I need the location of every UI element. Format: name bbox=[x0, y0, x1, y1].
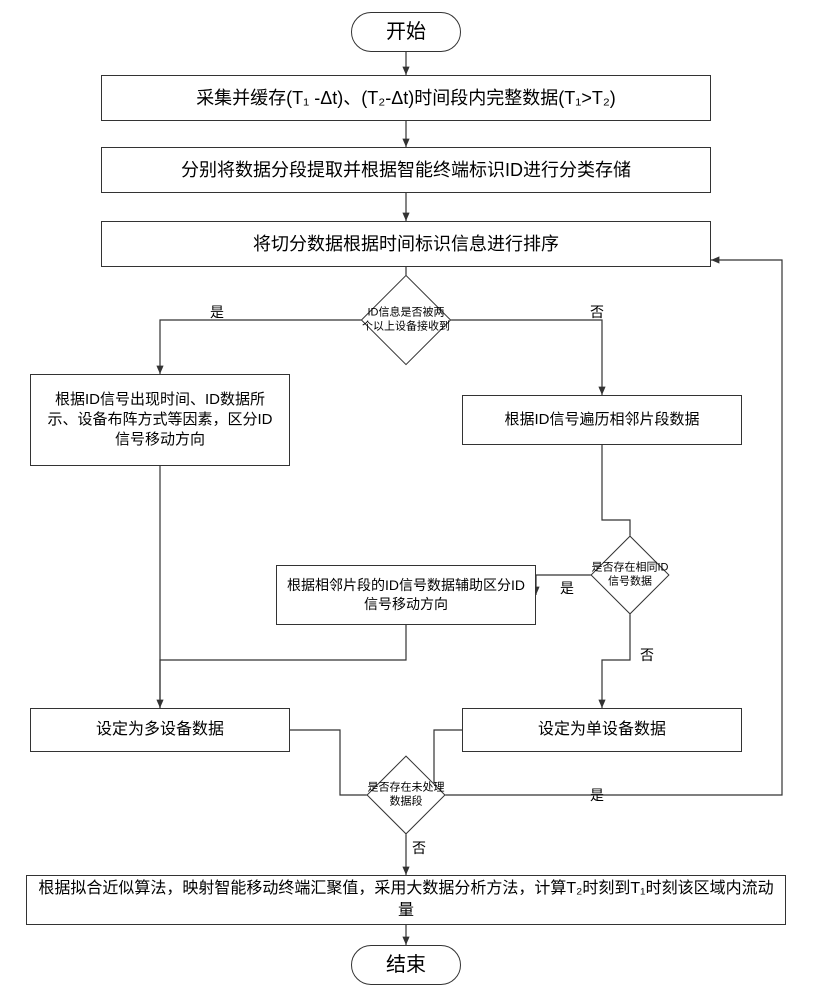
process-aux-direction: 根据相邻片段的ID信号数据辅助区分ID信号移动方向 bbox=[276, 565, 536, 625]
end-node: 结束 bbox=[351, 945, 461, 985]
d2-label: 是否存在相同ID信号数据 bbox=[592, 561, 669, 589]
p4-text: 根据ID信号出现时间、ID数据所示、设备布阵方式等因素，区分ID信号移动方向 bbox=[41, 390, 279, 451]
start-label: 开始 bbox=[386, 19, 426, 46]
process-compute-flow: 根据拟合近似算法，映射智能移动终端汇聚值，采用大数据分析方法，计算T₂时刻到T₁… bbox=[26, 875, 786, 925]
process-sort: 将切分数据根据时间标识信息进行排序 bbox=[101, 221, 711, 267]
process-direction-multi: 根据ID信号出现时间、ID数据所示、设备布阵方式等因素，区分ID信号移动方向 bbox=[30, 374, 290, 466]
process-segment-store: 分别将数据分段提取并根据智能终端标识ID进行分类存储 bbox=[101, 147, 711, 193]
process-set-multi: 设定为多设备数据 bbox=[30, 708, 290, 752]
p8-text: 设定为单设备数据 bbox=[538, 719, 666, 741]
p3-text: 将切分数据根据时间标识信息进行排序 bbox=[253, 232, 559, 256]
label-no-1: 否 bbox=[590, 302, 604, 322]
end-label: 结束 bbox=[386, 952, 426, 979]
process-set-single: 设定为单设备数据 bbox=[462, 708, 742, 752]
p5-text: 根据ID信号遍历相邻片段数据 bbox=[504, 410, 699, 430]
label-yes-1: 是 bbox=[210, 302, 224, 322]
label-yes-3: 是 bbox=[590, 785, 604, 805]
p9-text: 根据拟合近似算法，映射智能移动终端汇聚值，采用大数据分析方法，计算T₂时刻到T₁… bbox=[37, 878, 775, 921]
label-yes-2: 是 bbox=[560, 578, 574, 598]
d3-label: 是否存在未处理数据段 bbox=[368, 781, 445, 809]
p1-text: 采集并缓存(T₁ -Δt)、(T₂-Δt)时间段内完整数据(T₁>T₂) bbox=[196, 86, 616, 110]
p6-text: 根据相邻片段的ID信号数据辅助区分ID信号移动方向 bbox=[287, 576, 525, 614]
d1-label: ID信息是否被两个以上设备接收到 bbox=[362, 306, 450, 334]
start-node: 开始 bbox=[351, 12, 461, 52]
process-collect-cache: 采集并缓存(T₁ -Δt)、(T₂-Δt)时间段内完整数据(T₁>T₂) bbox=[101, 75, 711, 121]
label-no-2: 否 bbox=[640, 645, 654, 665]
p2-text: 分别将数据分段提取并根据智能终端标识ID进行分类存储 bbox=[181, 158, 631, 182]
process-traverse-adjacent: 根据ID信号遍历相邻片段数据 bbox=[462, 395, 742, 445]
label-no-3: 否 bbox=[412, 838, 426, 858]
p7-text: 设定为多设备数据 bbox=[96, 719, 224, 741]
